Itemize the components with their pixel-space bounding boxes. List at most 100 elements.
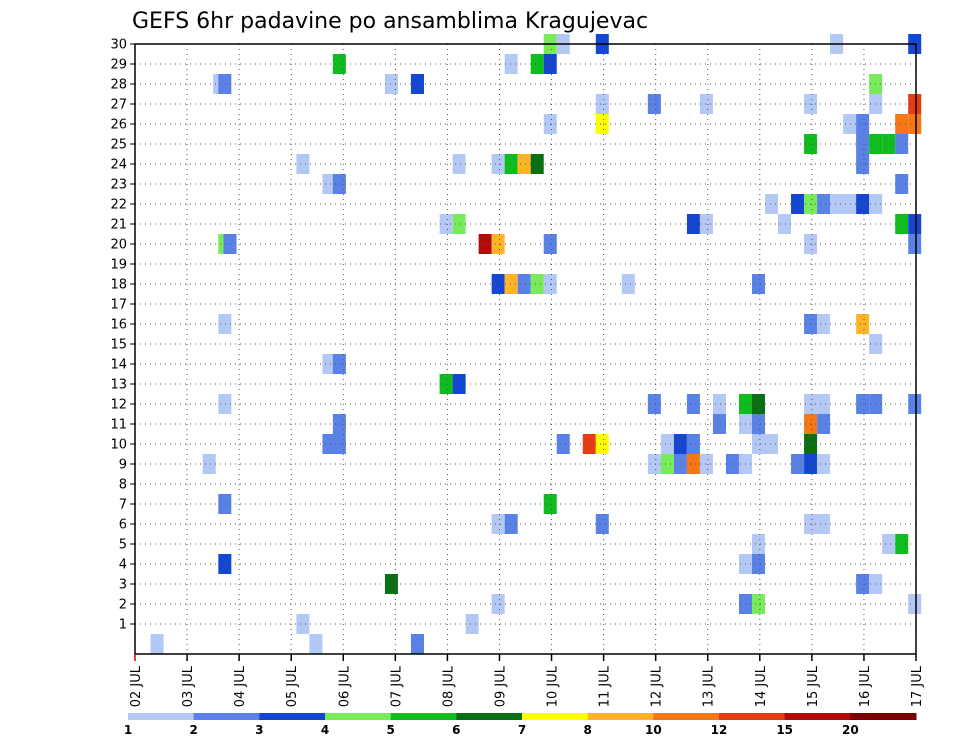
precip-cell xyxy=(465,614,479,634)
colorbar-label: 5 xyxy=(386,723,394,737)
precip-cell xyxy=(895,534,909,554)
precip-cell xyxy=(686,214,700,234)
x-tick-label: 15 JUL xyxy=(806,665,821,707)
colorbar-swatch xyxy=(128,713,195,720)
x-axis: 02 JUL 03 JUL 04 JUL 05 JUL 06 JUL 07 JUL 08 J… xyxy=(129,654,925,707)
precip-cell xyxy=(660,454,674,474)
colorbar-swatch xyxy=(259,713,326,720)
y-tick-label: 26 xyxy=(110,118,127,133)
precip-cell xyxy=(699,94,713,114)
precip-cell xyxy=(530,54,544,74)
precip-cell xyxy=(621,274,635,294)
colorbar-swatch xyxy=(193,713,260,720)
y-tick-label: 3 xyxy=(119,578,127,593)
x-tick-label: 04 JUL xyxy=(233,665,248,707)
y-tick-label: 9 xyxy=(119,458,127,473)
precip-cell xyxy=(647,454,661,474)
precip-cell xyxy=(765,434,779,454)
precip-cell xyxy=(908,214,922,234)
colorbar-label: 4 xyxy=(321,723,329,737)
y-tick-label: 4 xyxy=(119,558,127,573)
precip-cell xyxy=(150,634,164,654)
precip-cell xyxy=(856,574,870,594)
precip-cell xyxy=(332,54,346,74)
x-tick-label: 14 JUL xyxy=(754,665,769,707)
y-tick-label: 21 xyxy=(110,218,127,233)
plot-frame xyxy=(134,43,917,655)
precip-cell xyxy=(751,434,766,454)
precip-cell xyxy=(384,574,398,594)
precip-cell xyxy=(712,414,726,434)
precip-cell xyxy=(517,154,531,174)
y-tick-label: 1 xyxy=(119,618,127,633)
x-tick-label: 17 JUL xyxy=(910,665,925,707)
y-tick-label: 23 xyxy=(110,178,127,193)
y-tick-label: 24 xyxy=(110,158,127,173)
x-tick-label: 12 JUL xyxy=(650,665,665,707)
precip-cell xyxy=(699,214,713,234)
precip-cell xyxy=(530,154,544,174)
precip-cell xyxy=(908,234,922,254)
y-tick-label: 19 xyxy=(110,258,127,273)
precip-cell xyxy=(595,94,609,114)
precip-cell xyxy=(322,174,336,194)
colorbar-swatch xyxy=(325,713,392,720)
y-tick-label: 8 xyxy=(119,478,127,493)
precip-cell xyxy=(491,274,505,294)
precip-cell xyxy=(751,394,766,414)
precip-cell xyxy=(439,214,453,234)
precip-cell xyxy=(817,194,831,214)
colorbar-label: 3 xyxy=(255,723,263,737)
precip-cell xyxy=(843,194,857,214)
x-tick-label: 13 JUL xyxy=(702,665,717,707)
precip-cell xyxy=(751,594,766,614)
precip-cell xyxy=(660,434,674,454)
precip-cell xyxy=(491,154,505,174)
y-tick-label: 22 xyxy=(110,198,127,213)
precip-cell xyxy=(856,134,870,154)
colorbar-swatch xyxy=(653,713,720,720)
y-tick-label: 5 xyxy=(119,538,127,553)
chart-title: GEFS 6hr padavine po ansamblima Kragujev… xyxy=(132,9,648,34)
precip-cell xyxy=(202,454,216,474)
colorbar-label: 1 xyxy=(124,723,132,737)
precip-cell xyxy=(218,314,232,334)
colorbar-swatch xyxy=(587,713,654,720)
precip-cell xyxy=(218,74,232,94)
precip-cell xyxy=(908,114,922,134)
precip-cell xyxy=(530,274,544,294)
y-tick-label: 13 xyxy=(110,378,127,393)
colorbar: 1 2 3 4 5 6 7 8 10 12 15 20 xyxy=(124,713,917,737)
precip-cell xyxy=(751,414,766,434)
precip-cell xyxy=(843,114,857,134)
precip-cell xyxy=(817,414,831,434)
precip-cell xyxy=(765,194,779,214)
precip-cell xyxy=(686,454,700,474)
colorbar-label: 8 xyxy=(583,723,591,737)
precip-cell xyxy=(296,614,310,634)
precip-cell xyxy=(751,534,766,554)
precip-cell xyxy=(452,214,466,234)
precip-cell xyxy=(908,594,922,614)
precip-cell xyxy=(332,414,346,434)
precip-cell xyxy=(817,394,831,414)
x-tick-label: 09 JUL xyxy=(493,665,508,707)
precip-cell xyxy=(595,114,609,134)
x-tick-label: 07 JUL xyxy=(389,665,404,707)
precip-cell xyxy=(830,194,844,214)
x-tick-label: 06 JUL xyxy=(337,665,352,707)
y-tick-label: 11 xyxy=(110,418,127,433)
y-tick-label: 20 xyxy=(110,238,127,253)
precip-cell xyxy=(817,454,831,474)
precip-cell xyxy=(595,434,609,454)
precip-cell xyxy=(712,394,726,414)
y-tick-label: 7 xyxy=(119,498,127,513)
precip-cell xyxy=(895,134,909,154)
precip-cell xyxy=(504,274,518,294)
precip-cell xyxy=(517,274,531,294)
precip-cell xyxy=(647,394,661,414)
colorbar-swatch xyxy=(456,713,523,720)
precip-cell xyxy=(895,214,909,234)
x-tick-label: 02 JUL xyxy=(129,665,144,707)
precip-cell xyxy=(491,234,505,254)
